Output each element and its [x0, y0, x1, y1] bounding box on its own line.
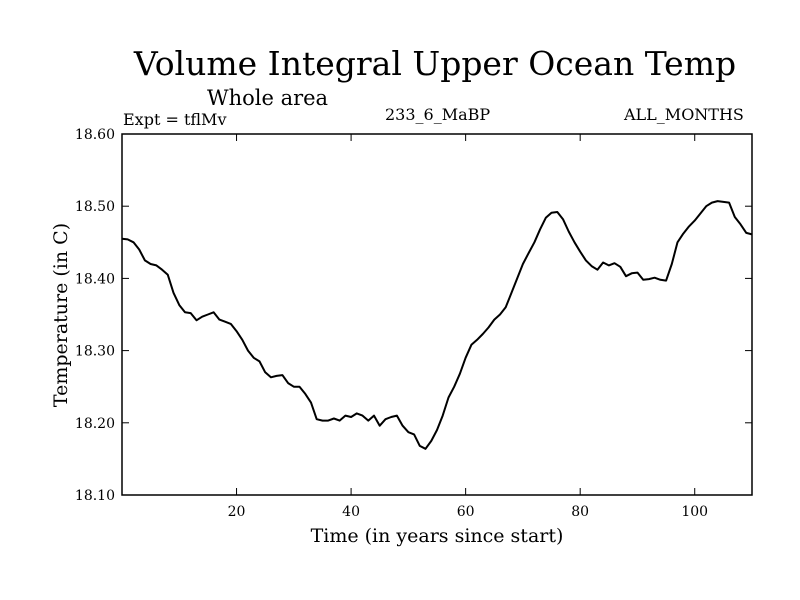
x-tick-label: 100 [681, 504, 708, 520]
x-tick-label: 40 [342, 504, 360, 520]
chart-subtitle: Whole area [207, 86, 329, 110]
y-tick-label: 18.10 [75, 488, 115, 504]
y-tick-label: 18.30 [75, 344, 115, 360]
x-axis-label: Time (in years since start) [310, 525, 564, 547]
x-axis-ticks: 20 40 60 80 100 [228, 134, 708, 520]
y-tick-label: 18.40 [75, 271, 115, 287]
experiment-label: Expt = tflMv [123, 110, 227, 129]
y-tick-label: 18.20 [75, 416, 115, 432]
chart-title: Volume Integral Upper Ocean Temp [133, 44, 737, 83]
series-line [121, 200, 753, 450]
x-tick-label: 80 [571, 504, 589, 520]
x-tick-label: 20 [228, 504, 246, 520]
y-tick-label: 18.50 [75, 199, 115, 215]
x-tick-label: 60 [457, 504, 475, 520]
plot-frame [121, 133, 753, 496]
months-label: ALL_MONTHS [624, 105, 744, 124]
series-group [121, 200, 753, 450]
y-tick-label: 18.60 [75, 127, 115, 143]
run-name-label: 233_6_MaBP [385, 105, 491, 124]
y-axis-ticks: 18.10 18.20 18.30 18.40 18.50 18.60 [75, 127, 752, 504]
